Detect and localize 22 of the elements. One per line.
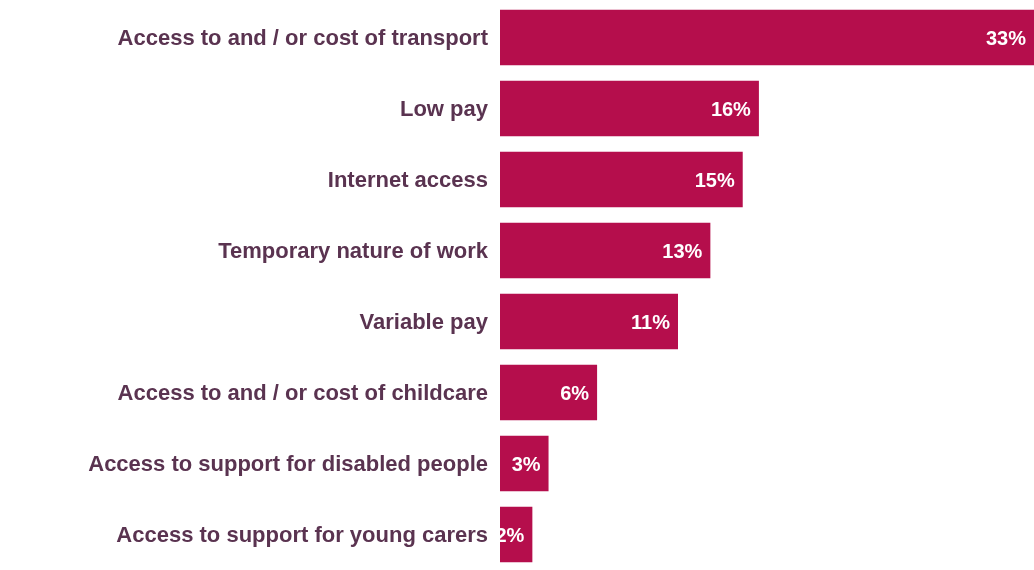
bar xyxy=(500,222,711,279)
y-tick-label: Access to support for young carers xyxy=(116,522,488,547)
bar xyxy=(500,151,743,208)
bar xyxy=(500,364,598,421)
data-label: 6% xyxy=(560,381,590,404)
y-tick-label: Low pay xyxy=(399,96,489,121)
bar xyxy=(500,80,759,137)
data-label: 15% xyxy=(694,168,735,191)
y-tick-label: Access to support for disabled people xyxy=(88,451,488,476)
data-label: 3% xyxy=(511,452,541,475)
y-tick-label: Variable pay xyxy=(359,309,489,334)
data-label: 11% xyxy=(631,310,671,333)
data-label: 13% xyxy=(662,239,703,262)
y-tick-label: Temporary nature of work xyxy=(218,238,489,263)
y-tick-label: Internet access xyxy=(327,167,488,192)
y-tick-label: Access to and / or cost of transport xyxy=(117,25,489,50)
bar xyxy=(500,9,1034,66)
y-tick-label: Access to and / or cost of childcare xyxy=(117,380,488,405)
data-label: 16% xyxy=(710,97,752,120)
data-label: 33% xyxy=(985,26,1027,49)
bar xyxy=(500,435,549,492)
bar xyxy=(500,293,678,350)
